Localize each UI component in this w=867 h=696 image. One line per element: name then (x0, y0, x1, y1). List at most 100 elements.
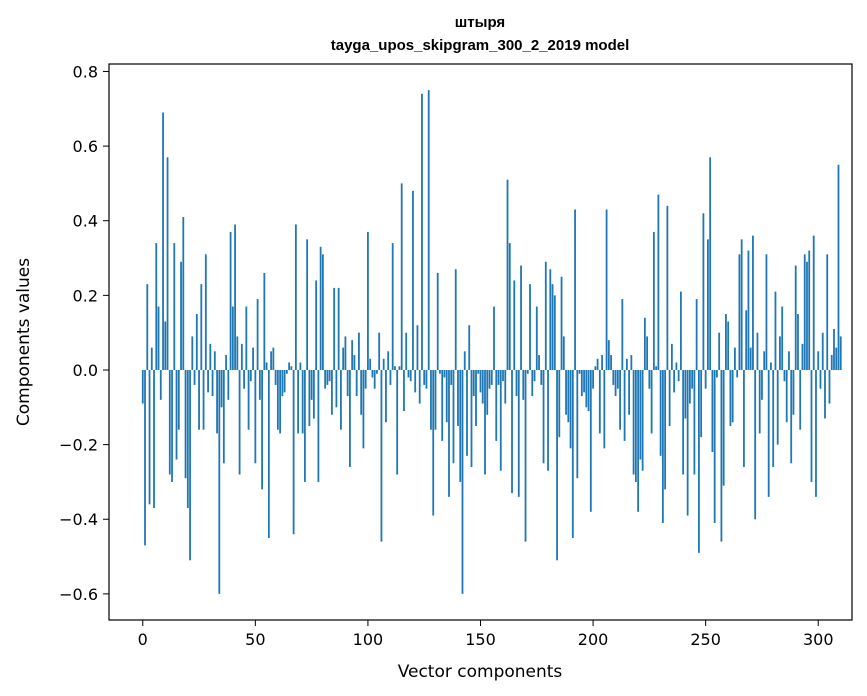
bar-247 (698, 369, 700, 553)
bar-29 (207, 369, 209, 393)
bar-305 (828, 369, 831, 404)
bar-273 (756, 332, 759, 370)
y-tick-label: −0.4 (59, 510, 98, 529)
bar-106 (380, 369, 383, 542)
bar-238 (677, 369, 680, 382)
bar-118 (407, 369, 410, 378)
bar-45 (243, 369, 245, 389)
bar-80 (321, 254, 324, 370)
bar-137 (450, 369, 453, 385)
bar-268 (745, 310, 748, 370)
bar-204 (601, 355, 603, 370)
bar-17 (180, 261, 182, 370)
bar-187 (562, 336, 565, 370)
bar-250 (704, 369, 707, 389)
bar-228 (655, 366, 658, 370)
bar-19 (184, 369, 187, 479)
bar-148 (475, 369, 477, 426)
bar-99 (364, 369, 367, 389)
bar-55 (265, 362, 268, 370)
bar-119 (409, 369, 412, 382)
bar-253 (711, 369, 714, 453)
bar-90 (344, 336, 347, 370)
bar-285 (783, 369, 786, 382)
bar-149 (477, 369, 480, 374)
bar-71 (301, 369, 304, 434)
bar-237 (675, 362, 678, 370)
bar-12 (168, 369, 171, 475)
bar-140 (457, 369, 459, 426)
bar-207 (607, 340, 610, 370)
bar-208 (610, 355, 612, 370)
bar-8 (159, 369, 162, 400)
bar-297 (810, 369, 813, 482)
bar-265 (738, 254, 741, 370)
y-tick-label: 0.4 (73, 212, 98, 231)
bar-58 (272, 347, 275, 370)
x-tick-label: 200 (578, 630, 609, 649)
bar-202 (596, 358, 599, 370)
bar-141 (459, 369, 462, 482)
bar-89 (342, 347, 345, 370)
bar-120 (412, 190, 414, 370)
bar-66 (290, 366, 293, 370)
bar-307 (833, 328, 835, 370)
bar-26 (200, 284, 203, 370)
bar-83 (328, 369, 331, 382)
bar-287 (788, 351, 790, 370)
bar-192 (574, 209, 576, 370)
bar-2 (146, 284, 149, 370)
bar-177 (540, 369, 543, 385)
bar-3 (148, 369, 151, 505)
bar-93 (351, 340, 354, 370)
bar-296 (808, 250, 811, 370)
bar-25 (198, 369, 200, 430)
bar-201 (594, 366, 597, 370)
bar-112 (394, 366, 396, 370)
bar-135 (445, 369, 448, 423)
bar-43 (238, 369, 241, 475)
bar-134 (443, 369, 446, 378)
bar-57 (270, 351, 273, 370)
bar-295 (806, 261, 808, 370)
bar-217 (630, 355, 633, 370)
bar-298 (812, 235, 815, 370)
bar-1 (144, 369, 146, 546)
bar-310 (839, 336, 842, 370)
bar-37 (225, 355, 227, 370)
bar-122 (416, 325, 419, 370)
bar-31 (211, 369, 214, 397)
bar-279 (770, 362, 772, 370)
bar-162 (506, 179, 509, 370)
bar-211 (616, 369, 619, 389)
bar-20 (186, 369, 189, 509)
bar-262 (731, 369, 734, 423)
x-tick-label: 250 (690, 630, 721, 649)
bar-242 (686, 369, 689, 516)
bar-284 (781, 306, 784, 370)
bar-4 (150, 347, 153, 370)
bar-54 (263, 272, 266, 370)
bar-147 (472, 369, 475, 397)
bar-249 (702, 213, 705, 370)
bar-286 (785, 369, 788, 423)
bar-87 (337, 287, 340, 370)
bar-214 (623, 369, 626, 441)
bar-164 (511, 369, 513, 494)
bar-275 (761, 369, 763, 400)
bar-6 (155, 243, 158, 370)
bar-56 (267, 369, 270, 538)
bar-220 (637, 369, 640, 512)
bar-229 (657, 194, 660, 370)
bar-64 (285, 369, 288, 374)
bar-53 (261, 369, 263, 490)
bar-289 (792, 369, 795, 415)
bar-108 (385, 369, 387, 423)
bar-191 (571, 369, 574, 538)
bar-22 (191, 336, 194, 370)
bar-219 (634, 369, 637, 482)
bar-105 (378, 332, 381, 370)
bar-179 (544, 261, 547, 370)
bar-240 (682, 369, 685, 475)
bar-47 (247, 369, 250, 430)
